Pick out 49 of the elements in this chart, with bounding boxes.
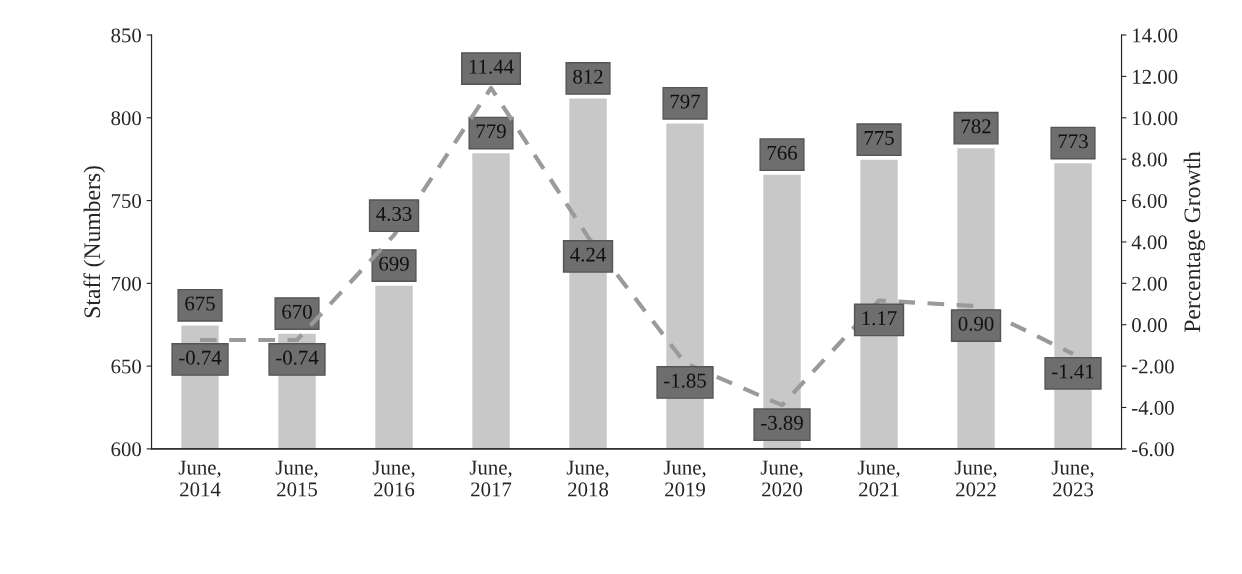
y2-tick-label: 2.00 [1132,276,1167,291]
data-label: 0.90 [958,316,994,331]
y2-tick-label: 14.00 [1133,28,1178,43]
x-tick-label: June, 2023 [1051,460,1094,497]
y-tick-label: 700 [111,276,142,291]
data-label: -1.85 [664,373,706,388]
data-label: 812 [573,69,603,84]
y2-tick-label: -2.00 [1132,359,1174,374]
data-label: 675 [185,296,215,311]
data-label: 699 [379,256,409,271]
x-tick-label: June, 2018 [566,460,609,497]
y-tick-label: 600 [111,442,142,457]
data-label: 782 [961,119,991,134]
data-label: 773 [1058,134,1088,149]
data-label: -3.89 [761,415,803,430]
data-label: 670 [282,304,312,319]
y2-tick-label: 4.00 [1131,235,1167,250]
data-label: 11.44 [469,59,514,74]
x-tick-label: June, 2016 [372,460,415,497]
x-tick-label: June, 2017 [469,460,512,497]
x-tick-label: June, 2022 [954,460,997,497]
y2-tick-label: 6.00 [1132,193,1167,209]
x-tick-label: June, 2019 [663,460,706,497]
y-axis-title: Staff (Numbers) [83,166,105,318]
data-label: -1.41 [1052,364,1094,379]
x-tick-label: June, 2014 [178,460,221,497]
data-label: 766 [767,145,798,160]
x-tick-label: June, 2020 [760,460,803,497]
data-label: -0.74 [179,350,222,365]
y-tick-label: 850 [111,28,142,43]
y-tick-label: 750 [111,193,142,208]
y2-tick-label: -6.00 [1132,442,1174,457]
data-label: 775 [864,131,894,145]
data-label: 4.33 [376,206,412,221]
x-tick-label: June, 2015 [275,460,318,497]
data-label: 4.24 [570,247,606,262]
y2-tick-label: 8.00 [1132,152,1167,167]
x-tick-label: June, 2021 [857,460,900,497]
y2-tick-label: 0.00 [1132,318,1167,333]
data-label: 779 [476,124,506,139]
data-label: 1.17 [862,311,897,326]
y2-tick-label: -4.00 [1132,400,1174,416]
y-tick-label: 800 [111,111,142,126]
y2-tick-label: 10.00 [1133,111,1178,126]
y2-axis-title: Percentage Growth [1183,151,1206,333]
y2-tick-label: 12.00 [1133,69,1178,84]
data-label: 797 [670,94,701,109]
data-label: -0.74 [276,350,319,365]
y-tick-label: 650 [111,359,142,374]
